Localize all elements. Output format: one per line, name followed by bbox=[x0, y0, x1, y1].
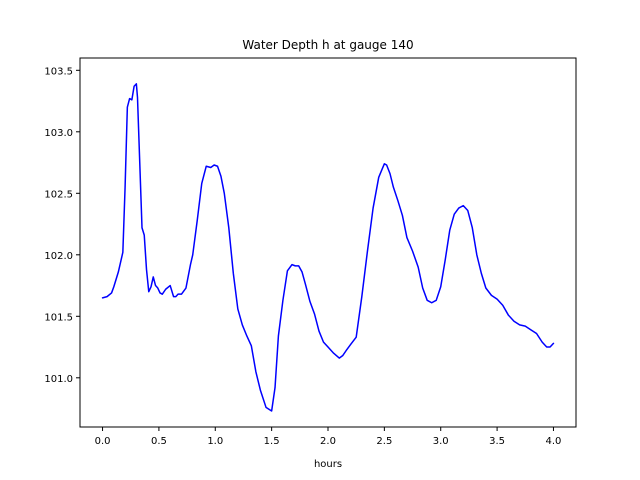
y-tick-label: 101.5 bbox=[44, 312, 73, 323]
x-tick-label: 4.0 bbox=[546, 436, 562, 447]
chart-title: Water Depth h at gauge 140 bbox=[242, 38, 413, 52]
x-tick-label: 1.5 bbox=[264, 436, 280, 447]
y-tick-label: 103.5 bbox=[44, 66, 73, 77]
x-tick-label: 2.5 bbox=[376, 436, 392, 447]
x-axis-label: hours bbox=[314, 459, 342, 470]
y-tick-label: 102.5 bbox=[44, 189, 73, 200]
x-tick-label: 0.5 bbox=[151, 436, 167, 447]
y-tick-label: 102.0 bbox=[44, 251, 73, 262]
x-tick-label: 1.0 bbox=[207, 436, 223, 447]
x-tick-label: 0.0 bbox=[95, 436, 111, 447]
series-line-0 bbox=[101, 83, 555, 412]
y-tick-label: 101.0 bbox=[44, 374, 73, 385]
x-tick-label: 3.5 bbox=[489, 436, 505, 447]
x-tick-label: 2.0 bbox=[320, 436, 336, 447]
axes-frame bbox=[79, 57, 577, 428]
y-tick-label: 103.0 bbox=[44, 128, 73, 139]
plot-area: 0.0 0.5 1.0 1.5 2.0 2.5 3.0 3.5 4.0 101.0 101.5 102… bbox=[44, 66, 561, 447]
x-tick-label: 3.0 bbox=[433, 436, 449, 447]
